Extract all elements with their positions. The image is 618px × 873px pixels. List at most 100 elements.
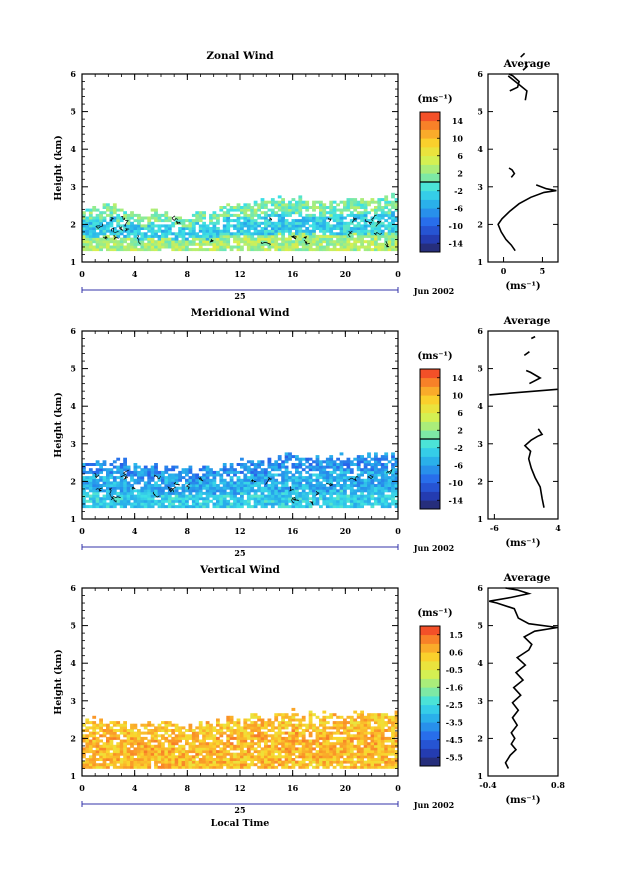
heatmap-cell — [267, 234, 272, 238]
heatmap-cell — [387, 489, 392, 493]
heatmap-cell — [284, 452, 289, 456]
heatmap-cell — [154, 219, 158, 223]
heatmap-cell — [349, 221, 354, 225]
heatmap-cell — [92, 497, 97, 501]
heatmap-cell — [391, 240, 395, 244]
heatmap-cell — [267, 486, 272, 490]
chart-title: Zonal Wind — [206, 50, 274, 62]
heatmap-cell — [339, 460, 344, 464]
heatmap-cell — [308, 755, 313, 759]
heatmap-cell — [301, 755, 306, 759]
average-y-tick-label: 3 — [477, 696, 483, 706]
heatmap-cell — [147, 216, 152, 220]
heatmap-cell — [140, 473, 145, 477]
heatmap-cell — [360, 468, 364, 472]
heatmap-cell — [281, 198, 285, 202]
heatmap-cell — [322, 473, 327, 477]
heatmap-cell — [339, 213, 344, 217]
heatmap-cell — [171, 473, 176, 477]
heatmap-cell — [267, 489, 272, 493]
heatmap-cell — [380, 221, 385, 225]
heatmap-cell — [123, 726, 127, 730]
heatmap-cell — [119, 465, 124, 469]
heatmap-cell — [236, 208, 241, 212]
heatmap-cell — [322, 726, 327, 730]
heatmap-cell — [216, 494, 220, 498]
heatmap-cell — [264, 221, 268, 225]
heatmap-cell — [298, 731, 303, 735]
heatmap-cell — [264, 499, 268, 503]
heatmap-cell — [288, 240, 292, 244]
heatmap-cell — [130, 497, 134, 501]
heatmap-cell — [88, 248, 93, 252]
heatmap-cell — [253, 208, 258, 212]
heatmap-cell — [178, 494, 182, 498]
heatmap-cell — [219, 229, 224, 233]
heatmap-cell — [119, 232, 124, 236]
heatmap-cell — [315, 744, 320, 748]
heatmap-cell — [233, 470, 237, 474]
heatmap-cell — [377, 713, 382, 717]
heatmap-cell — [277, 721, 282, 725]
heatmap-cell — [209, 470, 213, 474]
heatmap-cell — [112, 489, 117, 493]
heatmap-cell — [260, 763, 265, 767]
heatmap-cell — [188, 486, 193, 490]
heatmap-cell — [260, 229, 265, 233]
heatmap-cell — [140, 234, 145, 238]
heatmap-cell — [367, 736, 371, 740]
heatmap-cell — [188, 219, 193, 223]
heatmap-cell — [260, 502, 265, 506]
heatmap-cell — [298, 457, 303, 461]
heatmap-cell — [191, 489, 196, 493]
heatmap-cell — [281, 463, 285, 466]
heatmap-cell — [387, 765, 392, 769]
heatmap-cell — [123, 484, 127, 487]
heatmap-cell — [164, 731, 169, 735]
heatmap-cell — [319, 723, 323, 727]
heatmap-cell — [116, 219, 121, 223]
heatmap-cell — [288, 242, 292, 246]
heatmap-cell — [374, 457, 378, 461]
heatmap-cell — [209, 219, 213, 223]
heatmap-cell — [212, 478, 217, 482]
heatmap-cell — [88, 739, 93, 743]
heatmap-cell — [250, 227, 255, 230]
heatmap-cell — [116, 248, 121, 252]
heatmap-cell — [154, 502, 158, 506]
heatmap-cell — [301, 747, 306, 751]
heatmap-cell — [267, 457, 272, 461]
heatmap-cell — [339, 216, 344, 220]
heatmap-cell — [260, 240, 265, 244]
heatmap-cell — [305, 245, 310, 249]
heatmap-cell — [216, 221, 220, 225]
heatmap-cell — [137, 729, 141, 732]
heatmap-cell — [367, 245, 371, 249]
heatmap-cell — [264, 216, 268, 220]
heatmap-cell — [319, 460, 323, 464]
heatmap-cell — [181, 476, 186, 480]
heatmap-cell — [367, 499, 371, 503]
heatmap-cell — [240, 245, 244, 249]
heatmap-cell — [133, 742, 138, 746]
heatmap-cell — [202, 224, 206, 228]
heatmap-cell — [394, 206, 399, 209]
heatmap-cell — [367, 747, 371, 751]
heatmap-cell — [281, 721, 285, 725]
heatmap-cell — [257, 731, 261, 735]
contour-line — [124, 220, 129, 227]
heatmap-cell — [240, 481, 244, 485]
heatmap-cell — [356, 455, 361, 459]
heatmap-cell — [222, 213, 227, 217]
heatmap-cell — [360, 760, 364, 764]
x-tick-label: 16 — [287, 526, 299, 536]
heatmap-cell — [191, 494, 196, 498]
heatmap-cell — [222, 470, 227, 474]
heatmap-cell — [360, 713, 364, 717]
heatmap-cell — [387, 505, 392, 509]
heatmap-cell — [226, 494, 231, 498]
heatmap-cell — [264, 211, 268, 215]
heatmap-cell — [123, 245, 127, 249]
heatmap-cell — [253, 755, 258, 759]
